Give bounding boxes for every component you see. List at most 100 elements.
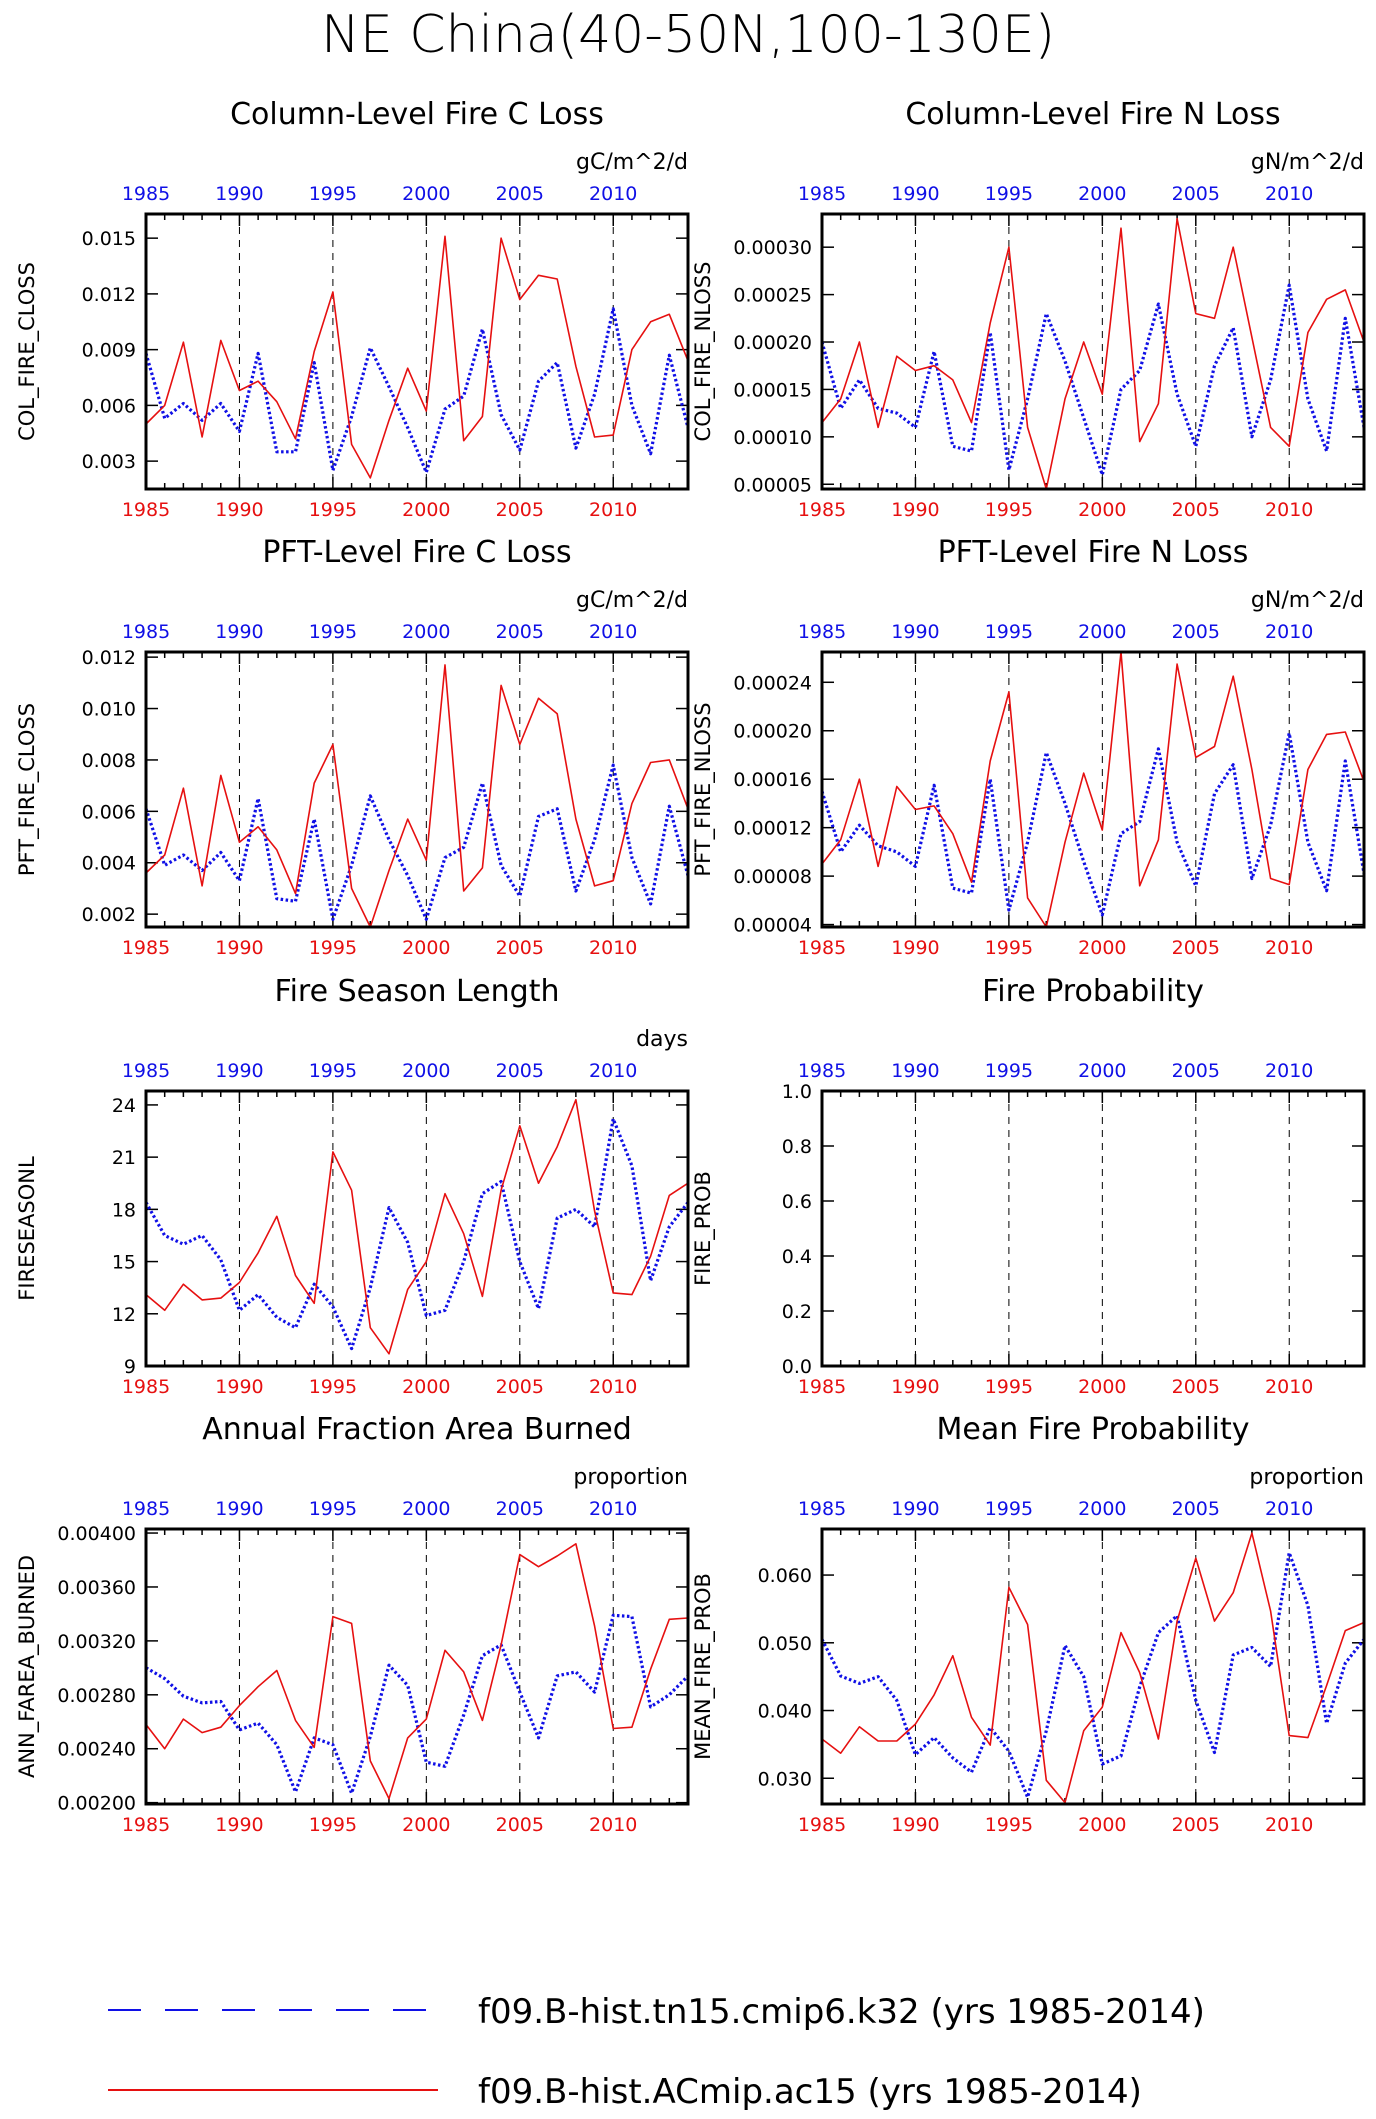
legend-label: f09.B-hist.tn15.cmip6.k32 (yrs 1985-2014… — [478, 1992, 1205, 2032]
x-tick-label-top: 2005 — [1172, 183, 1220, 205]
x-tick-label-top: 2000 — [1078, 183, 1126, 205]
x-tick-label-top: 1995 — [985, 183, 1033, 205]
x-tick-label-top: 2010 — [589, 1498, 637, 1520]
x-tick-label-bottom: 1990 — [215, 1376, 263, 1398]
y-tick-label: 0.00010 — [733, 427, 812, 449]
series-line-red — [145, 1543, 689, 1800]
x-tick-label-bottom: 2005 — [496, 1376, 544, 1398]
x-tick-label-bottom: 2010 — [589, 1376, 637, 1398]
x-tick-label-bottom: 2010 — [589, 499, 637, 521]
plot-frame — [144, 1527, 690, 1806]
x-tick-label-bottom: 1985 — [122, 499, 170, 521]
y-axis-label: FIRESEASONL — [15, 1156, 39, 1301]
page-title: NE China(40-50N,100-130E) — [320, 5, 1056, 65]
x-tick-label-top: 2010 — [1265, 183, 1313, 205]
chart-units-label: gN/m^2/d — [1251, 588, 1364, 613]
y-tick-label: 15 — [112, 1252, 136, 1274]
y-tick-label: 0.00360 — [57, 1577, 136, 1599]
y-tick-label: 0.015 — [82, 228, 136, 250]
y-tick-label: 0.00004 — [733, 915, 812, 937]
y-tick-label: 0.00400 — [57, 1523, 136, 1545]
x-tick-label-top: 2000 — [402, 621, 450, 643]
y-tick-label: 0.00320 — [57, 1631, 136, 1653]
x-tick-label-bottom: 2000 — [1078, 937, 1126, 959]
series-line-blue — [144, 1117, 690, 1351]
x-tick-label-bottom: 1985 — [122, 937, 170, 959]
y-tick-label: 0.004 — [82, 853, 136, 875]
x-tick-label-top: 2005 — [496, 1060, 544, 1082]
y-tick-label: 0.006 — [82, 801, 136, 823]
y-tick-label: 0.010 — [82, 699, 136, 721]
x-tick-label-top: 1990 — [215, 1060, 263, 1082]
x-tick-label-top: 2000 — [1078, 621, 1126, 643]
y-axis-label: ANN_FAREA_BURNED — [15, 1555, 40, 1778]
x-tick-label-top: 2005 — [496, 1498, 544, 1520]
x-tick-label-bottom: 1995 — [985, 499, 1033, 521]
plot-frame — [144, 1089, 690, 1368]
x-tick-label-bottom: 2005 — [496, 1814, 544, 1836]
chart-panel-7: Annual Fraction Area Burned proportion ANN… — [15, 1412, 690, 1836]
y-tick-label: 0.009 — [82, 340, 136, 362]
x-tick-label-bottom: 1995 — [309, 1814, 357, 1836]
x-tick-label-bottom: 2005 — [1172, 937, 1220, 959]
x-tick-label-bottom: 1990 — [891, 937, 939, 959]
x-tick-label-bottom: 2000 — [1078, 1814, 1126, 1836]
y-tick-label: 0.012 — [82, 284, 136, 306]
x-tick-label-top: 1995 — [309, 621, 357, 643]
x-tick-label-top: 1990 — [891, 621, 939, 643]
x-tick-label-bottom: 1985 — [798, 1814, 846, 1836]
y-tick-label: 0.00280 — [57, 1685, 136, 1707]
x-tick-label-bottom: 1985 — [798, 499, 846, 521]
x-tick-label-bottom: 1990 — [215, 937, 263, 959]
chart-units-label: proportion — [573, 1465, 688, 1490]
y-tick-label: 24 — [112, 1095, 136, 1117]
chart-units-label: gC/m^2/d — [576, 150, 688, 175]
x-tick-label-bottom: 1985 — [122, 1376, 170, 1398]
plot-frame — [820, 650, 1366, 929]
y-tick-label: 0.006 — [82, 395, 136, 417]
chart-title: Column-Level Fire N Loss — [905, 97, 1280, 132]
x-tick-label-bottom: 2005 — [1172, 1376, 1220, 1398]
chart-panel-5: Fire Season Length days FIRESEASONL 1985 198… — [15, 974, 690, 1398]
chart-units-label: proportion — [1249, 1465, 1364, 1490]
chart-title: Annual Fraction Area Burned — [202, 1412, 632, 1447]
x-tick-label-bottom: 1995 — [309, 499, 357, 521]
x-tick-label-bottom: 2005 — [496, 937, 544, 959]
y-tick-label: 0.2 — [782, 1301, 812, 1323]
x-tick-label-top: 1990 — [891, 1498, 939, 1520]
x-tick-label-top: 2000 — [1078, 1498, 1126, 1520]
y-tick-label: 9 — [124, 1356, 136, 1378]
x-tick-label-top: 2005 — [496, 183, 544, 205]
chart-title: Fire Probability — [982, 974, 1204, 1009]
x-tick-label-bottom: 2010 — [589, 937, 637, 959]
legend-item-1: f09.B-hist.tn15.cmip6.k32 (yrs 1985-2014… — [108, 1992, 1205, 2032]
x-tick-label-bottom: 1990 — [215, 499, 263, 521]
x-tick-label-top: 2010 — [1265, 621, 1313, 643]
y-axis-label: PFT_FIRE_CLOSS — [15, 703, 40, 876]
x-tick-label-top: 2010 — [1265, 1498, 1313, 1520]
legend-item-2: f09.B-hist.ACmip.ac15 (yrs 1985-2014) — [108, 2072, 1142, 2112]
x-tick-label-top: 1990 — [891, 1060, 939, 1082]
x-tick-label-top: 1990 — [215, 621, 263, 643]
y-axis-label: COL_FIRE_CLOSS — [15, 262, 40, 441]
y-tick-label: 0.00012 — [733, 818, 812, 840]
x-tick-label-bottom: 1990 — [891, 499, 939, 521]
x-tick-label-top: 1985 — [798, 183, 846, 205]
x-tick-label-bottom: 1985 — [122, 1814, 170, 1836]
x-tick-label-top: 2000 — [402, 1060, 450, 1082]
chart-units-label: days — [636, 1027, 688, 1052]
x-tick-label-bottom: 2005 — [1172, 499, 1220, 521]
y-tick-label: 0.060 — [758, 1565, 812, 1587]
y-tick-label: 0.050 — [758, 1633, 812, 1655]
x-tick-label-bottom: 1995 — [309, 1376, 357, 1398]
y-axis-label: COL_FIRE_NLOSS — [691, 262, 716, 442]
series-line-red — [145, 664, 689, 928]
x-tick-label-top: 1985 — [798, 1060, 846, 1082]
x-tick-label-top: 1990 — [891, 183, 939, 205]
series-line-blue — [144, 763, 690, 921]
x-tick-label-top: 1985 — [798, 1498, 846, 1520]
x-tick-label-top: 2000 — [402, 1498, 450, 1520]
